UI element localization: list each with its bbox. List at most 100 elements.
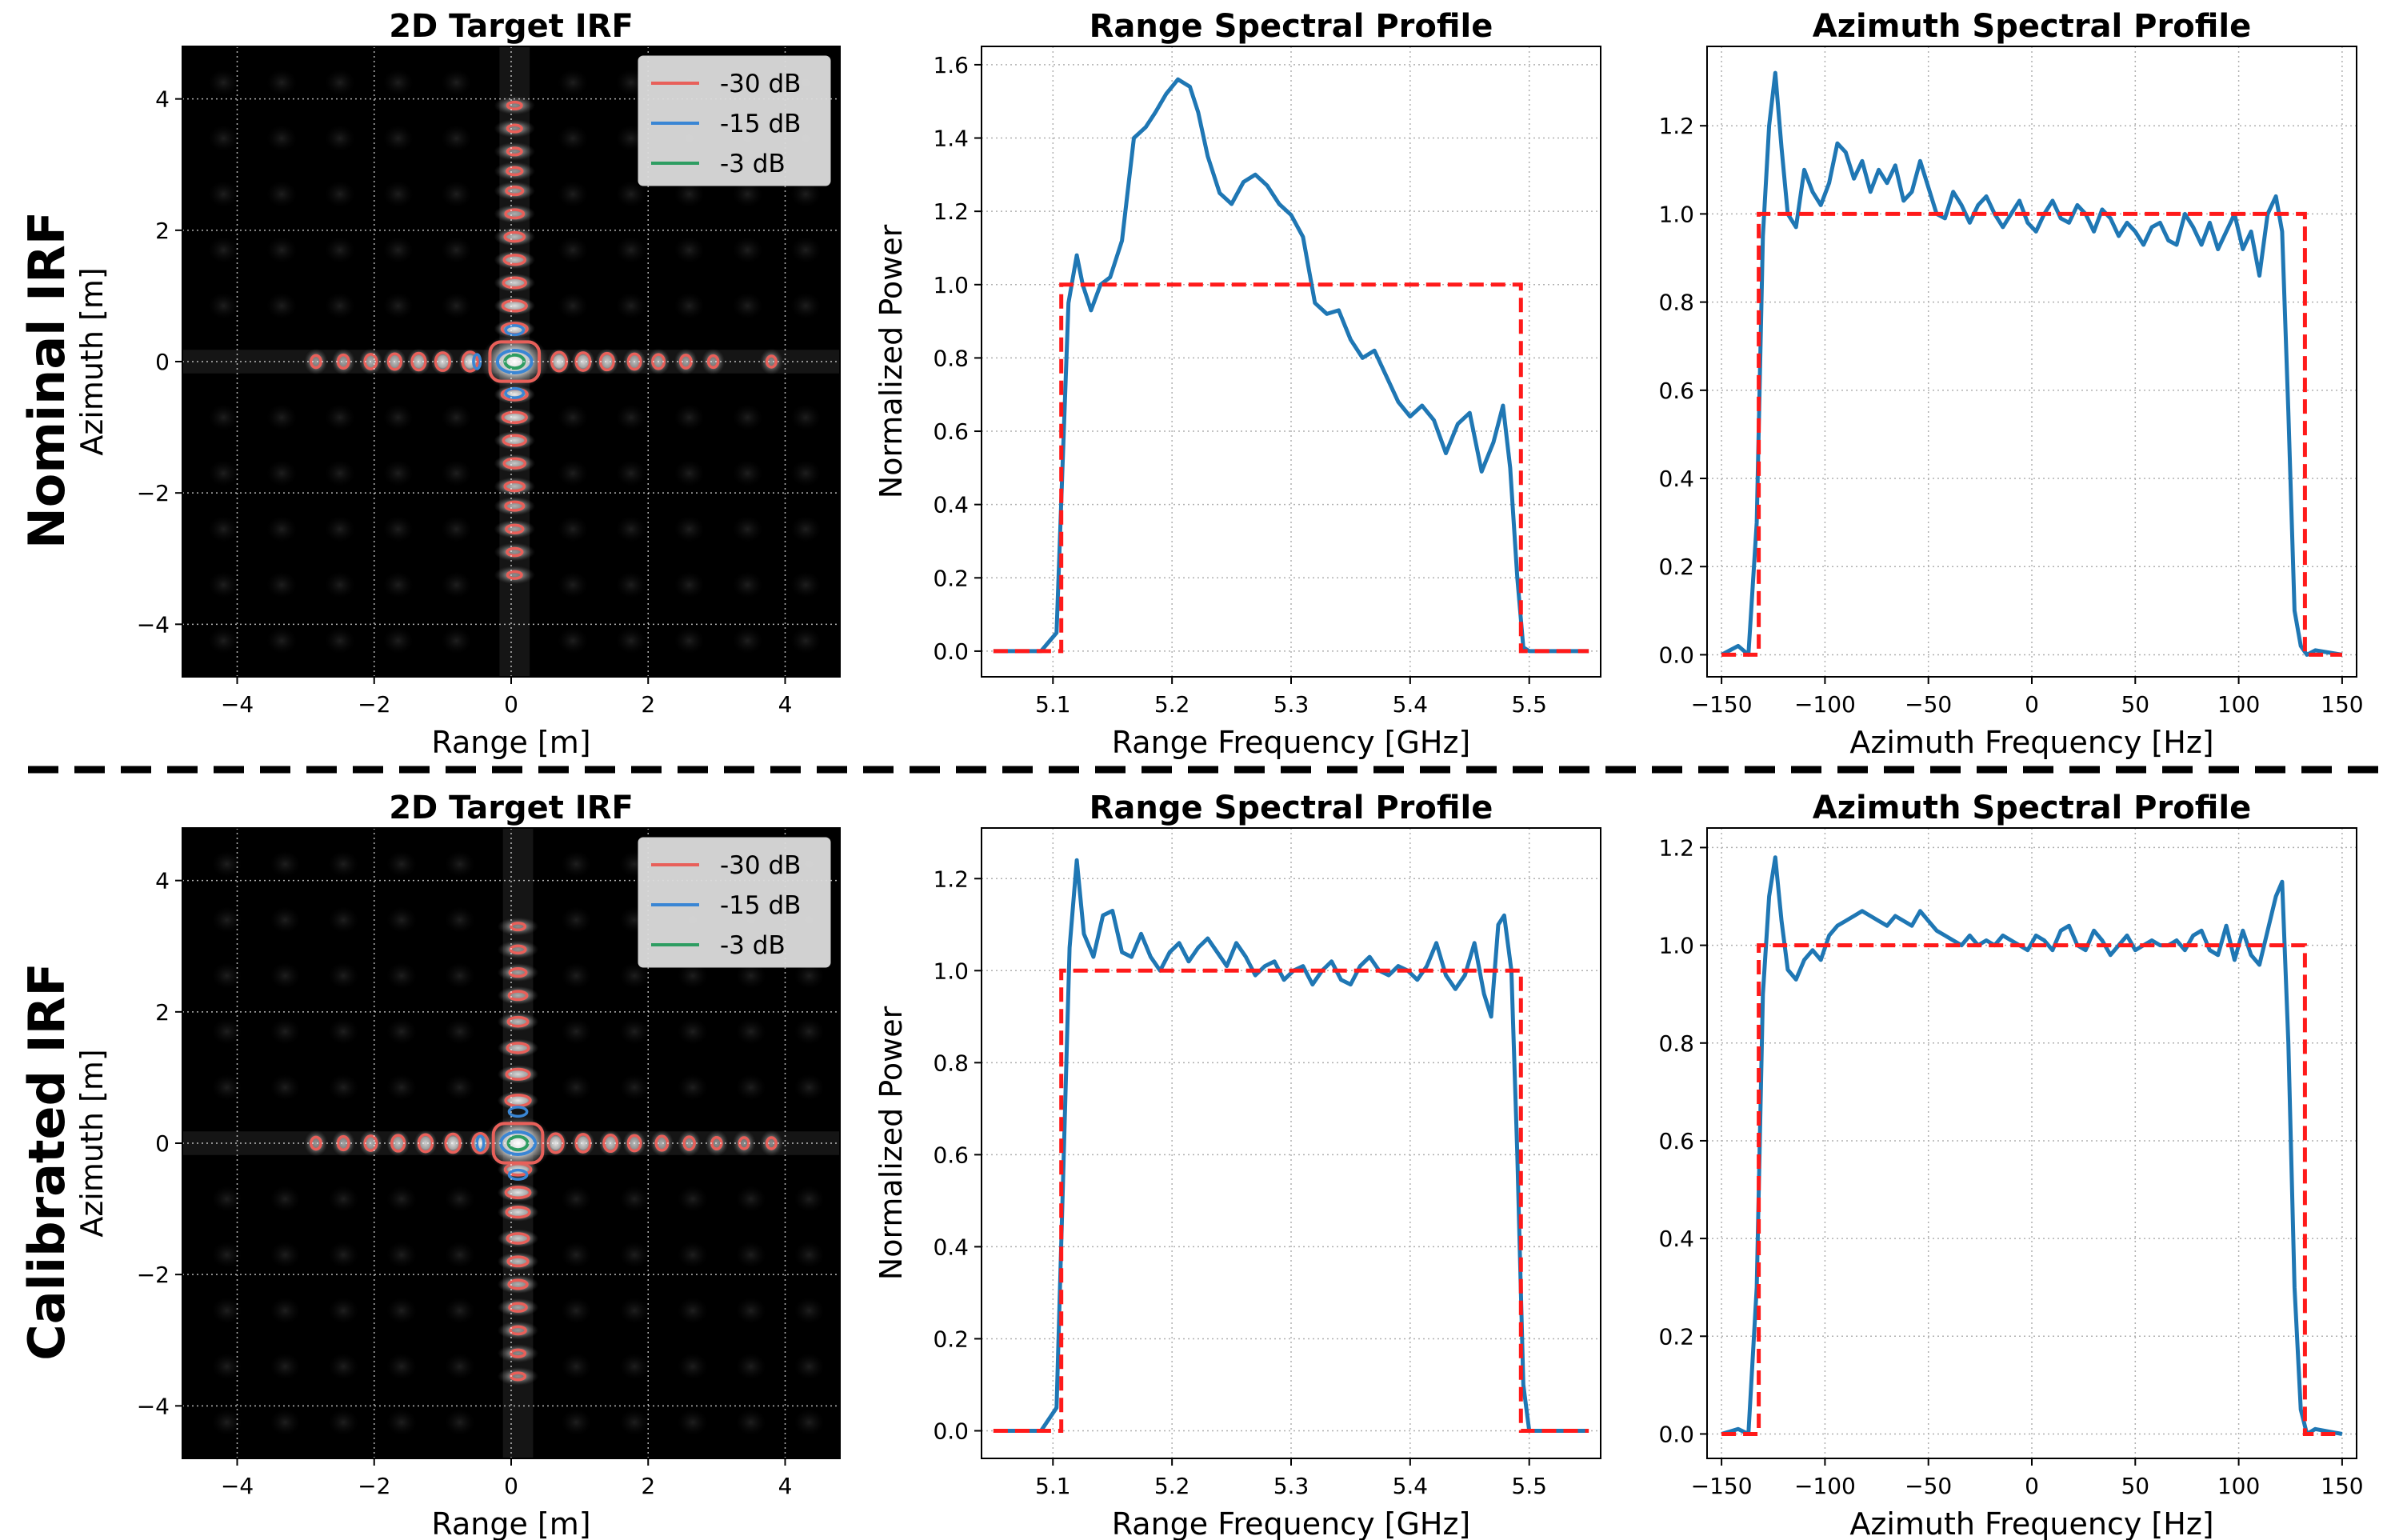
y-tick-label: 0: [155, 1130, 170, 1157]
irf-azimuth-lobe: [494, 96, 535, 115]
contour-30db: [765, 1136, 778, 1150]
irf-speckle: [735, 1353, 766, 1380]
irf-speckle: [678, 1018, 708, 1045]
irf-speckle: [790, 292, 822, 319]
irf-speckle: [619, 1242, 650, 1268]
legend-label: -3 dB: [720, 931, 786, 960]
irf-speckle: [386, 1353, 417, 1380]
x-tick-label: 150: [2321, 691, 2363, 718]
irf-azimuth-lobe: [494, 497, 535, 516]
irf-speckle: [208, 515, 239, 542]
irf-speckle: [616, 181, 646, 208]
irf-speckle: [441, 292, 472, 319]
irf-speckle: [441, 627, 472, 654]
y-axis-label: Azimuth [m]: [74, 1049, 110, 1237]
y-tick-label: 0.2: [1658, 1323, 1694, 1350]
irf-speckle: [270, 1409, 301, 1436]
x-tick-label: 5.1: [1035, 691, 1071, 718]
irf-speckle: [328, 1018, 359, 1045]
irf-azimuth-lobe: [497, 1065, 539, 1084]
y-tick-label: 1.2: [933, 866, 969, 892]
y-tick-label: −2: [137, 480, 170, 506]
irf-speckle: [266, 125, 297, 152]
x-axis-label: Azimuth Frequency [Hz]: [1849, 1506, 2213, 1540]
y-tick-label: 0.6: [933, 1142, 969, 1168]
subplot-calibrated-range-spectrum: 5.1 5.2 5.3 5.4 5.5 0.0 0.2 0.4 0.6 0.8 1.0 1.2 Rang…: [874, 790, 1601, 1540]
irf-speckle: [382, 292, 414, 319]
irf-speckle: [270, 1353, 301, 1380]
irf-speckle: [328, 906, 359, 934]
contour-30db: [507, 1278, 529, 1290]
irf-speckle: [211, 850, 242, 878]
irf-speckle: [270, 906, 301, 934]
irf-speckle: [386, 1186, 417, 1213]
y-tick-label: −2: [137, 1262, 170, 1288]
series-group: [1720, 70, 2343, 657]
x-tick-label: −50: [1905, 691, 1952, 718]
x-axis-label: Range Frequency [GHz]: [1112, 725, 1471, 760]
y-tick-label: 0.8: [933, 1050, 969, 1076]
y-tick-label: 0.2: [933, 565, 969, 591]
irf-speckle: [674, 237, 705, 263]
irf-speckle: [386, 906, 417, 934]
irf-speckle: [386, 1074, 417, 1101]
irf-speckle: [444, 906, 475, 934]
irf-azimuth-lobe: [497, 940, 539, 959]
irf-speckle: [328, 1409, 359, 1436]
irf-speckle: [794, 1353, 825, 1380]
contour-30db: [461, 350, 479, 373]
contour-30db: [651, 353, 666, 370]
irf-azimuth-lobe: [494, 542, 535, 562]
irf-speckle: [561, 1018, 592, 1045]
x-tick-label: 5.5: [1511, 691, 1547, 718]
contour-30db: [506, 546, 524, 558]
y-tick-label: 0.0: [1658, 642, 1694, 668]
irf-speckle: [382, 125, 414, 152]
irf-speckle: [790, 237, 822, 263]
irf-speckle: [270, 1186, 301, 1213]
x-tick-label: −100: [1794, 1473, 1856, 1499]
irf-range-lobe: [386, 1130, 410, 1157]
irf-speckle: [270, 962, 301, 990]
irf-speckle: [328, 850, 359, 878]
x-tick-label: 5.3: [1273, 1473, 1309, 1499]
irf-speckle: [325, 515, 355, 542]
irf-range-lobe: [759, 348, 783, 375]
irf-azimuth-lobe: [494, 296, 535, 315]
irf-speckle: [735, 1242, 766, 1268]
y-tick-label: 0.4: [1658, 1226, 1694, 1252]
irf-speckle: [211, 962, 242, 990]
contour-30db: [410, 351, 427, 372]
irf-speckle: [211, 1353, 242, 1380]
irf-speckle: [561, 850, 592, 878]
axes-frame: [182, 46, 841, 678]
irf-speckle: [211, 1242, 242, 1268]
subplot-calibrated-azimuth-spectrum: −150 −100 −50 0 50 100 150 0.0 0.2 0.4 0.6 0.8 1.0 1.…: [1658, 790, 2363, 1540]
irf-speckle: [561, 1353, 592, 1380]
irf-speckle: [441, 460, 472, 486]
contour-30db: [508, 966, 528, 978]
contour-30db: [504, 500, 526, 512]
irf-range-lobe: [678, 1130, 702, 1157]
y-tick-label: 0.0: [1658, 1421, 1694, 1447]
irf-range-lobe: [674, 348, 698, 375]
subplot-nominal-range-spectrum: 5.1 5.2 5.3 5.4 5.5 0.0 0.2 0.4 0.6 0.8 1.0 1.2 1.4 1…: [874, 8, 1601, 760]
series-group: [993, 77, 1589, 654]
y-tick-label: 0.4: [933, 492, 969, 518]
y-tick-label: 0.4: [933, 1234, 969, 1260]
irf-speckle: [382, 571, 414, 598]
irf-azimuth-lobe: [497, 1321, 539, 1340]
irf-speckle: [678, 1409, 708, 1436]
row-label-nominal: Nominal IRF: [18, 211, 76, 549]
irf-speckle: [270, 850, 301, 878]
y-tick-label: −4: [137, 611, 170, 638]
legend-label: -30 dB: [720, 70, 801, 98]
y-tick-label: 4: [155, 86, 170, 113]
irf-speckle: [266, 627, 297, 654]
irf-speckle: [678, 1186, 708, 1213]
irf-speckle: [735, 1297, 766, 1324]
irf-azimuth-lobe: [494, 274, 535, 292]
irf-speckle: [735, 1186, 766, 1213]
irf-speckle: [382, 460, 414, 486]
